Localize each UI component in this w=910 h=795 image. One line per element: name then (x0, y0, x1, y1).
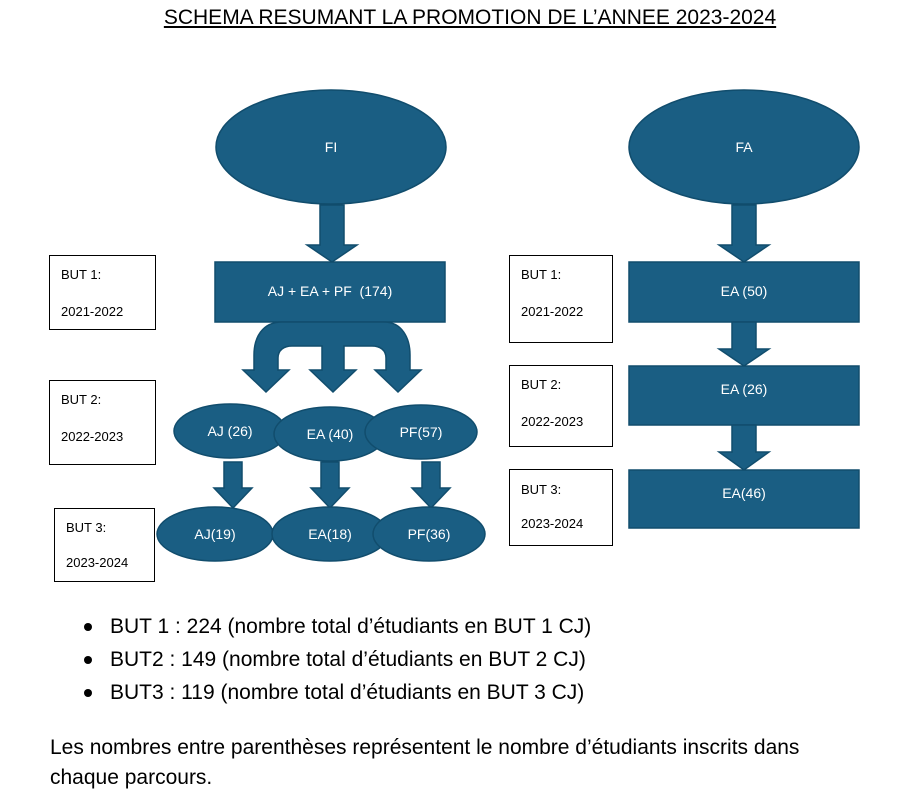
bullet-icon (84, 689, 92, 697)
fi-but3-pf-label: PF(36) (408, 526, 451, 542)
arrow-fa-to-but2 (716, 321, 772, 367)
fa-but2-node (628, 365, 860, 426)
arrow-fi-ea (309, 461, 351, 510)
summary-text: BUT2 : 149 (nombre total d’étudiants en … (110, 648, 586, 671)
label-box-right-but1: BUT 1: 2021-2022 (509, 255, 613, 343)
label-level: BUT 1: (521, 267, 562, 282)
label-level: BUT 3: (66, 520, 107, 535)
fi-but3-aj-label: AJ(19) (194, 526, 235, 542)
label-level: BUT 2: (521, 377, 562, 392)
arrow-fa-to-but1 (716, 204, 772, 263)
fa-but3-label: EA(46) (722, 485, 766, 501)
fi-root-label: FI (325, 139, 337, 155)
label-level: BUT 3: (521, 482, 562, 497)
fi-but3-pf-node (372, 506, 486, 562)
arrow-fa-to-but3 (716, 424, 772, 471)
summary-text: BUT3 : 119 (nombre total d’étudiants en … (110, 681, 585, 704)
label-year: 2023-2024 (66, 555, 129, 570)
arrow-fi-to-but1 (304, 204, 360, 263)
diagram-title: SCHEMA RESUMANT LA PROMOTION DE L’ANNEE … (163, 6, 777, 29)
label-box-left-but2: BUT 2: 2022-2023 (49, 380, 156, 465)
fa-but1-label: EA (50) (721, 283, 768, 299)
summary-list: BUT 1 : 224 (nombre total d’étudiants en… (80, 610, 591, 709)
label-level: BUT 1: (61, 267, 102, 282)
bullet-icon (84, 656, 92, 664)
fa-but3-node (628, 469, 860, 529)
arrow-fi-split (241, 321, 423, 394)
arrow-fi-pf (410, 461, 452, 510)
summary-text: BUT 1 : 224 (nombre total d’étudiants en… (110, 615, 592, 638)
fi-but2-aj-label: AJ (26) (207, 423, 252, 439)
label-year: 2021-2022 (61, 304, 124, 319)
label-year: 2023-2024 (521, 516, 584, 531)
fa-but2-label: EA (26) (721, 381, 768, 397)
list-item: BUT3 : 119 (nombre total d’étudiants en … (80, 676, 591, 709)
fa-root-node (628, 89, 860, 205)
fi-root-node (215, 89, 447, 205)
label-box-right-but3: BUT 3: 2023-2024 (509, 469, 613, 546)
label-box-left-but1: BUT 1: 2021-2022 (49, 255, 156, 330)
fi-but2-ea-label: EA (40) (307, 426, 354, 442)
arrow-fi-aj (212, 461, 254, 510)
fi-but1-label: AJ + EA + PF (174) (268, 283, 393, 299)
fa-but1-node (628, 261, 860, 323)
fa-root-label: FA (735, 139, 753, 155)
label-year: 2021-2022 (521, 304, 584, 319)
fi-but2-pf-node (364, 404, 478, 460)
label-box-left-but3: BUT 3: 2023-2024 (54, 508, 155, 582)
fi-but1-node (214, 261, 446, 323)
label-year: 2022-2023 (521, 414, 584, 429)
footnote: Les nombres entre parenthèses représente… (50, 736, 800, 789)
list-item: BUT2 : 149 (nombre total d’étudiants en … (80, 643, 591, 676)
label-year: 2022-2023 (61, 429, 124, 444)
fi-but2-pf-label: PF(57) (400, 424, 443, 440)
promotion-diagram: FI AJ + EA + PF (174) AJ (26) EA (40) PF… (156, 89, 860, 562)
label-level: BUT 2: (61, 392, 102, 407)
bullet-icon (84, 623, 92, 631)
list-item: BUT 1 : 224 (nombre total d’étudiants en… (80, 610, 591, 643)
fi-but3-ea-label: EA(18) (308, 526, 352, 542)
label-box-right-but2: BUT 2: 2022-2023 (509, 365, 613, 447)
